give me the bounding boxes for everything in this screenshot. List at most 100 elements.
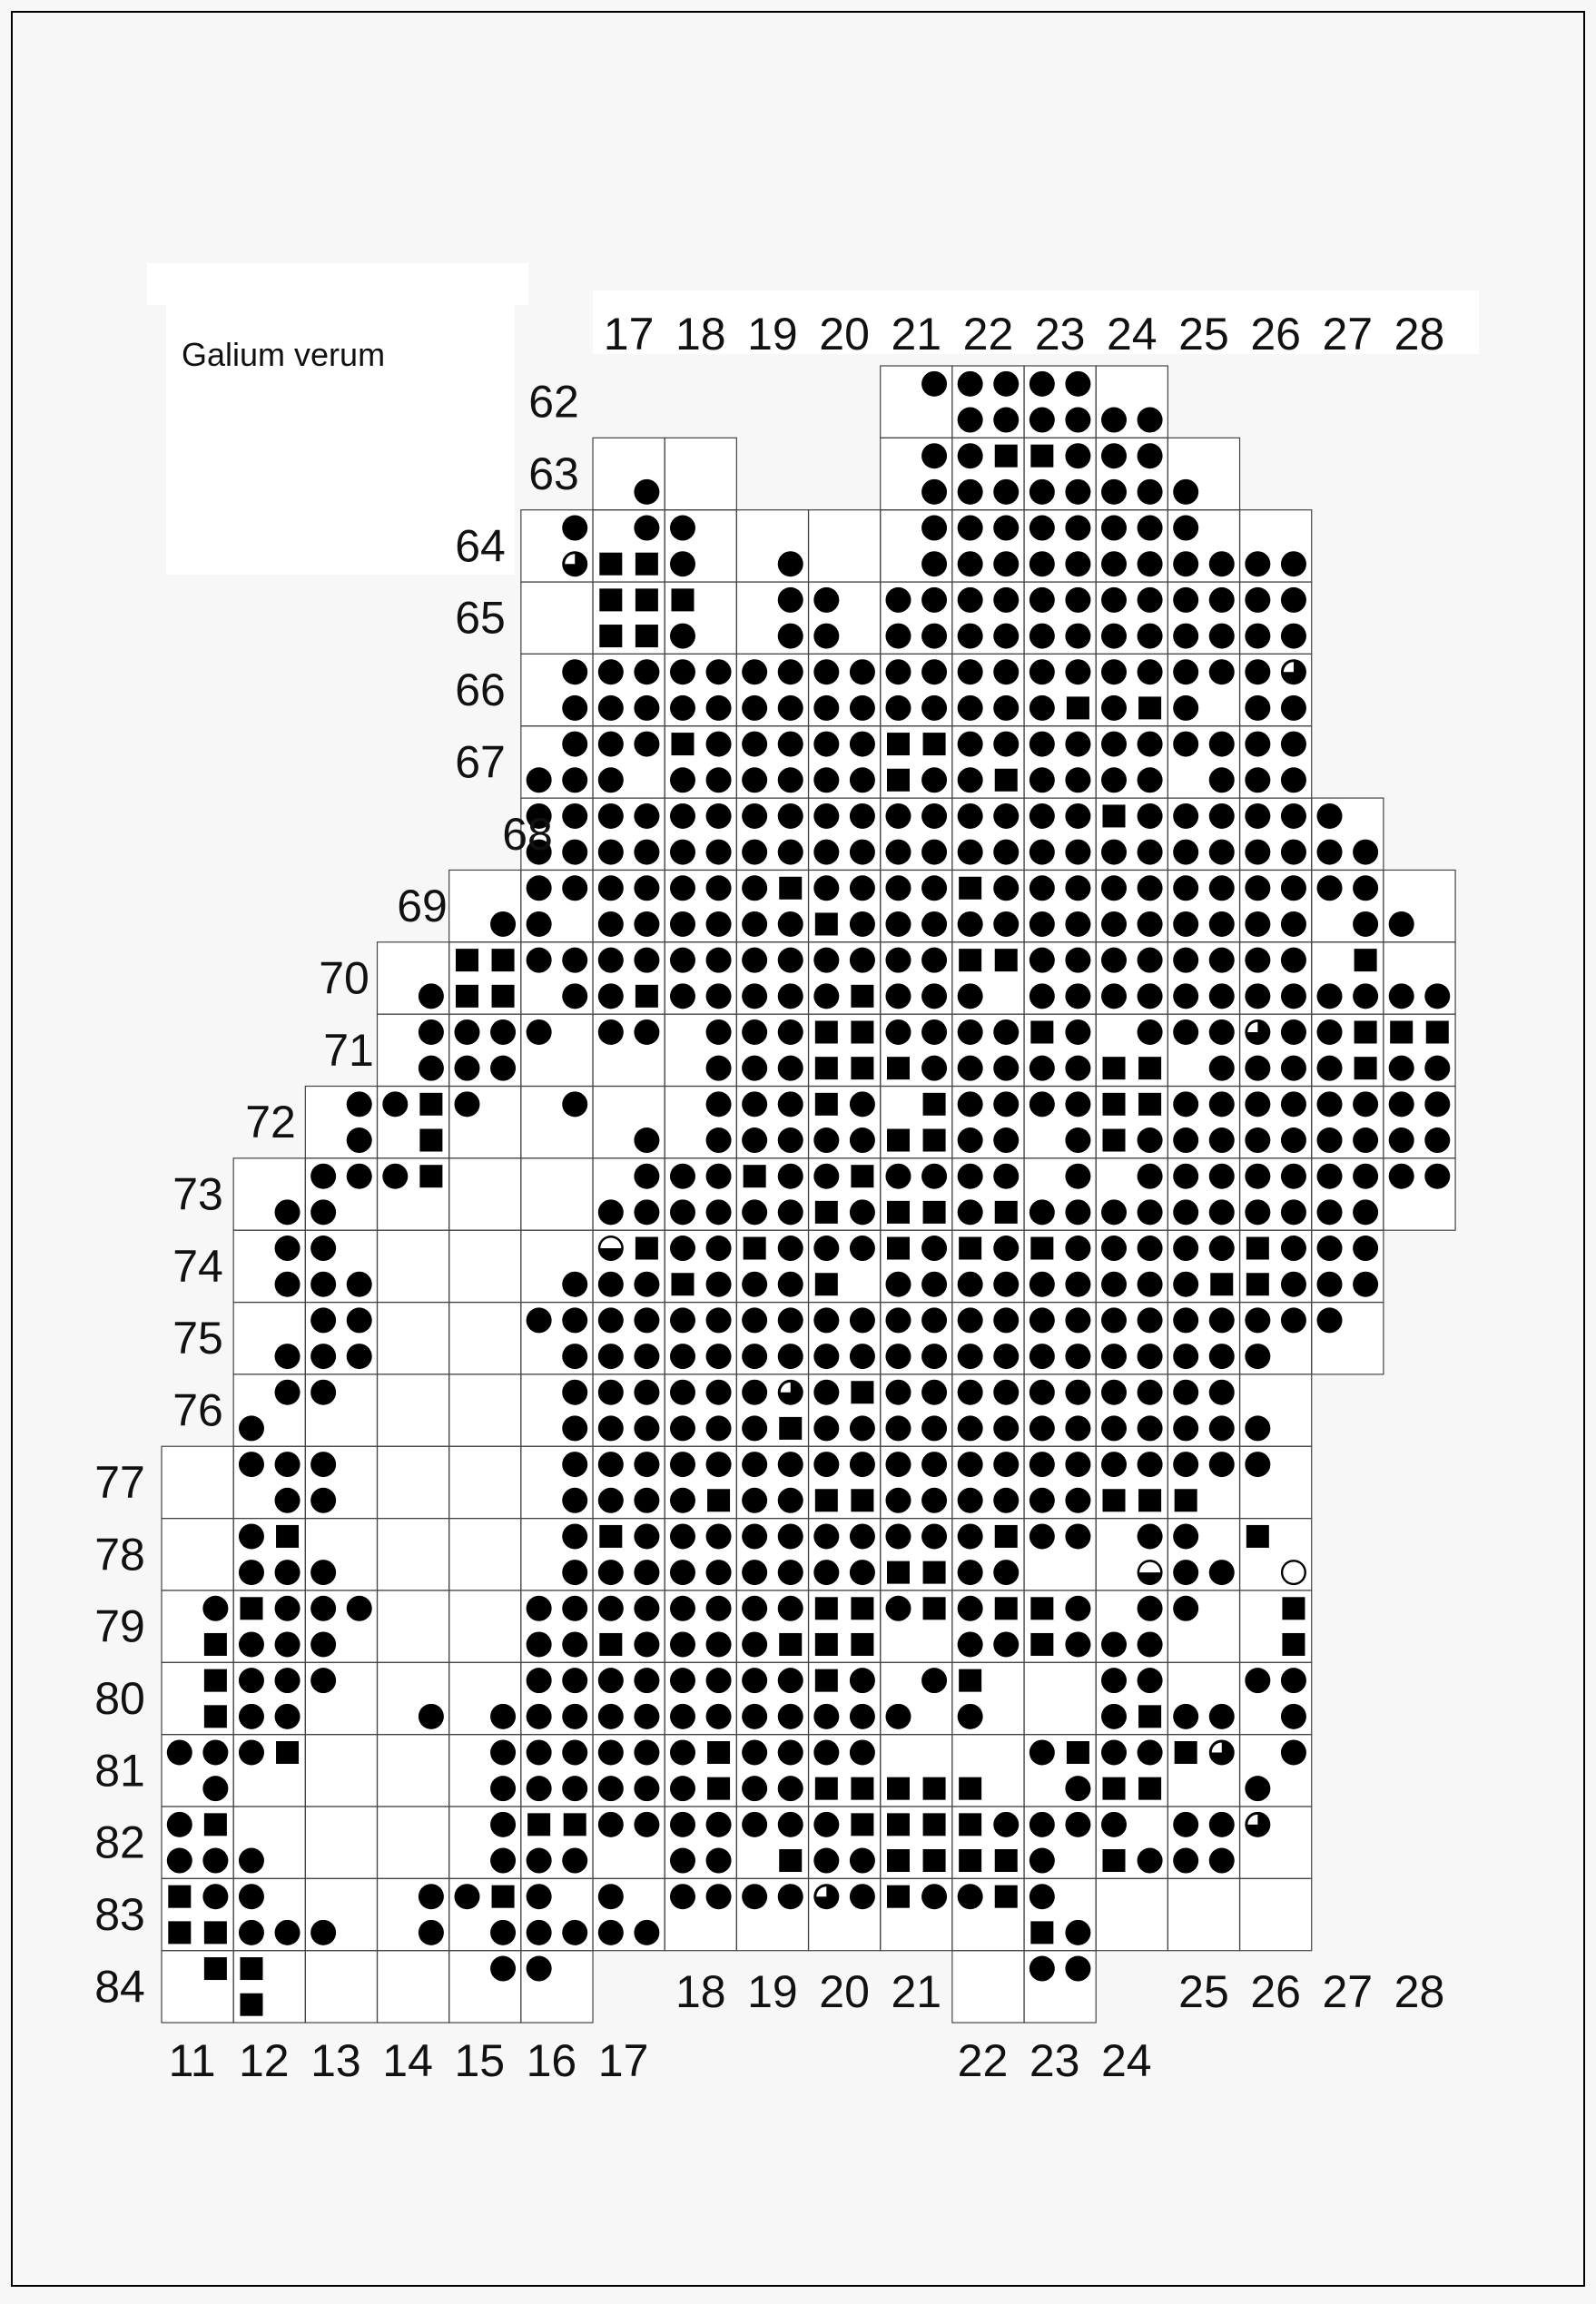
record-filled-circle (1137, 515, 1163, 541)
record-filled-circle (669, 1199, 695, 1226)
record-filled-circle (1388, 1127, 1414, 1154)
record-circle-half-open (597, 1236, 624, 1262)
record-filled-circle (1316, 1199, 1343, 1226)
record-filled-square (814, 912, 838, 936)
record-filled-circle (742, 1055, 768, 1081)
record-filled-circle (1065, 1163, 1091, 1189)
record-filled-circle (634, 1631, 660, 1658)
record-filled-circle (957, 1127, 983, 1154)
record-filled-circle (526, 911, 552, 937)
record-filled-square (1282, 1597, 1305, 1620)
record-filled-circle (1173, 1415, 1199, 1442)
record-filled-square (1390, 1020, 1414, 1044)
record-filled-square (1138, 1705, 1162, 1728)
record-filled-circle (849, 1127, 875, 1154)
record-filled-circle (238, 1631, 264, 1658)
record-filled-circle (993, 731, 1020, 757)
record-filled-square (1246, 1524, 1269, 1548)
record-filled-circle (1137, 1019, 1163, 1045)
record-filled-circle (705, 839, 732, 865)
record-filled-circle (1101, 839, 1128, 865)
record-filled-circle (274, 1487, 300, 1513)
record-filled-circle (1280, 1739, 1306, 1766)
record-filled-circle (634, 1415, 660, 1442)
record-filled-circle (1065, 1307, 1091, 1334)
record-filled-circle (238, 1919, 264, 1945)
record-filled-circle (669, 947, 695, 973)
record-filled-circle (1173, 839, 1199, 865)
record-filled-circle (813, 1847, 840, 1874)
record-filled-circle (1065, 586, 1091, 613)
record-filled-circle (1173, 1091, 1199, 1118)
record-filled-circle (238, 1560, 264, 1586)
record-filled-square (671, 1273, 695, 1296)
record-filled-square (959, 1236, 982, 1260)
record-filled-circle (1245, 1127, 1271, 1154)
record-filled-circle (813, 1703, 840, 1729)
record-filled-circle (1137, 659, 1163, 685)
record-filled-circle (705, 1236, 732, 1262)
grid-cell (1096, 1878, 1168, 1951)
column-label-top: 20 (819, 309, 870, 359)
record-filled-circle (742, 1703, 768, 1729)
record-filled-square (1030, 1020, 1054, 1044)
record-filled-circle (1029, 1379, 1055, 1405)
record-filled-circle (1029, 694, 1055, 721)
record-filled-circle (1029, 911, 1055, 937)
record-filled-circle (597, 659, 624, 685)
record-filled-circle (562, 839, 588, 865)
record-filled-circle (957, 731, 983, 757)
record-filled-square (168, 1885, 192, 1908)
record-filled-circle (742, 767, 768, 793)
record-filled-circle (993, 623, 1020, 649)
record-filled-circle (1101, 478, 1128, 505)
record-filled-square (994, 1524, 1018, 1548)
record-filled-circle (597, 983, 624, 1009)
record-filled-circle (957, 839, 983, 865)
record-filled-circle (705, 1307, 732, 1334)
row-label: 82 (94, 1817, 145, 1868)
record-filled-circle (669, 1307, 695, 1334)
record-filled-circle (310, 1307, 337, 1334)
record-filled-circle (1137, 1847, 1163, 1874)
record-filled-square (1354, 1057, 1377, 1080)
record-filled-circle (1173, 1847, 1199, 1874)
record-filled-circle (742, 983, 768, 1009)
record-filled-circle (238, 1847, 264, 1874)
record-filled-circle (742, 875, 768, 901)
record-filled-circle (993, 1631, 1020, 1658)
record-filled-circle (238, 1739, 264, 1766)
record-filled-circle (849, 1091, 875, 1118)
grid-cell (377, 1734, 449, 1807)
record-filled-circle (1173, 1379, 1199, 1405)
record-filled-circle (1208, 839, 1235, 865)
record-filled-circle (813, 767, 840, 793)
record-filled-circle (562, 1776, 588, 1802)
record-filled-circle (562, 515, 588, 541)
record-filled-circle (1137, 623, 1163, 649)
record-filled-circle (490, 1811, 517, 1837)
grid-cell (1239, 1878, 1312, 1951)
row-label: 74 (172, 1241, 223, 1292)
record-filled-circle (777, 1703, 803, 1729)
record-filled-circle (885, 983, 911, 1009)
record-filled-square (814, 1057, 838, 1080)
record-filled-circle (1137, 1163, 1163, 1189)
record-filled-circle (742, 1019, 768, 1045)
record-filled-circle (669, 1523, 695, 1550)
record-filled-circle (742, 1523, 768, 1550)
record-filled-circle (957, 1307, 983, 1334)
record-filled-circle (1065, 407, 1091, 433)
record-filled-square (491, 949, 515, 972)
record-filled-circle (1029, 586, 1055, 613)
record-filled-circle (382, 1091, 409, 1118)
record-filled-circle (705, 1452, 732, 1478)
record-filled-circle (490, 1703, 517, 1729)
record-filled-circle (669, 875, 695, 901)
record-filled-circle (1173, 1236, 1199, 1262)
record-filled-circle (310, 1560, 337, 1586)
record-filled-circle (669, 1236, 695, 1262)
record-filled-circle (1065, 1631, 1091, 1658)
record-filled-circle (742, 947, 768, 973)
record-filled-square (599, 588, 623, 612)
